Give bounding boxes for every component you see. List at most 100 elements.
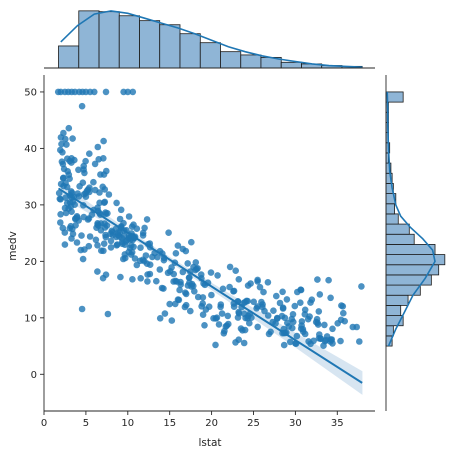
scatter-point (170, 278, 177, 285)
scatter-point (301, 311, 309, 318)
scatter-point (181, 303, 189, 311)
y-tick-label: 0 (31, 370, 37, 381)
marginal-x-kde (60, 10, 363, 68)
scatter-point (75, 193, 83, 200)
marginal-y-bar (385, 203, 395, 215)
marginal-y-bar (385, 294, 409, 306)
main-plot: 0 5 10 15 20 25 30 35 0 10 20 30 40 50 (24, 75, 375, 429)
scatter-point (297, 286, 305, 294)
scatter-point (260, 288, 267, 296)
y-tick-label: 50 (24, 87, 37, 98)
scatter-point (154, 253, 161, 261)
scatter-point (337, 316, 345, 324)
scatter-point (217, 301, 225, 308)
scatter-point (57, 211, 64, 218)
marginal-x-bar (220, 51, 242, 69)
scatter-point (188, 283, 195, 290)
marginal-x-bar (179, 33, 201, 69)
scatter-point (137, 275, 144, 282)
scatter-point (168, 264, 175, 271)
scatter-point (172, 250, 180, 257)
scatter-point (78, 305, 86, 313)
scatter-point (156, 315, 164, 322)
scatter-point (161, 310, 169, 317)
scatter-point (226, 263, 234, 271)
scatter-point (100, 247, 107, 255)
scatter-point (299, 325, 307, 333)
scatter-point (141, 224, 148, 232)
scatter-point (125, 248, 132, 256)
scatter-point (174, 242, 182, 249)
scatter-point (97, 227, 105, 234)
x-tick-label: 20 (205, 418, 218, 429)
scatter-point (327, 294, 334, 302)
scatter-point (329, 325, 336, 333)
scatter-point (69, 230, 77, 238)
scatter-point (80, 213, 88, 221)
scatter-point (313, 315, 321, 323)
scatter-point (83, 187, 91, 195)
scatter-point (94, 268, 101, 275)
scatter-point (125, 213, 133, 220)
scatter-point (256, 283, 264, 291)
marginal-x-bar (139, 20, 161, 69)
scatter-point (114, 241, 121, 248)
scatter-points-layer (54, 88, 365, 350)
scatter-point (59, 149, 66, 156)
scatter-point (224, 312, 232, 320)
scatter-point (107, 244, 115, 251)
scatter-point (168, 317, 176, 324)
scatter-point (192, 259, 200, 266)
marginal-x-bar (280, 61, 302, 69)
scatter-point (232, 339, 239, 346)
y-tick-label: 20 (24, 257, 37, 268)
scatter-point (290, 318, 297, 326)
scatter-point (114, 231, 122, 239)
marginal-y-bar (385, 304, 402, 316)
marginal-y-bar (385, 213, 399, 225)
scatter-point (314, 321, 322, 328)
marginal-y-bar (385, 325, 394, 337)
scatter-point (358, 283, 365, 290)
scatter-point (232, 267, 239, 275)
scatter-point (71, 201, 78, 208)
scatter-point (279, 288, 286, 296)
scatter-point (88, 211, 96, 218)
scatter-point (321, 321, 328, 329)
scatter-point (208, 291, 215, 299)
scatter-point (102, 88, 110, 96)
scatter-point (215, 321, 223, 328)
marginal-y-bar (385, 284, 421, 296)
scatter-point (316, 291, 324, 298)
marginal-x-bar (240, 54, 262, 69)
marginal-x-bar (159, 24, 181, 69)
scatter-point (327, 336, 335, 343)
scatter-point (212, 341, 219, 349)
scatter-point (338, 302, 345, 309)
scatter-point (297, 299, 304, 307)
scatter-point (117, 206, 125, 214)
scatter-point (60, 174, 67, 182)
marginal-y-bar (385, 244, 436, 255)
scatter-point (170, 270, 177, 278)
scatter-point (164, 269, 172, 277)
scatter-point (90, 178, 97, 186)
scatter-point (65, 171, 73, 178)
scatter-point (199, 311, 207, 319)
scatter-point (205, 303, 213, 311)
marginal-x-bar (199, 42, 221, 69)
marginal-x-bar (78, 10, 100, 69)
scatter-point (86, 233, 94, 240)
scatter-point (124, 88, 132, 96)
scatter-point (66, 157, 73, 165)
x-tick-label: 35 (331, 418, 344, 429)
scatter-point (85, 242, 93, 250)
scatter-point (261, 307, 268, 315)
scatter-point (94, 242, 101, 249)
scatter-point (113, 199, 120, 207)
scatter-point (77, 246, 85, 254)
scatter-point (172, 300, 179, 308)
scatter-point (107, 230, 114, 238)
x-tick-label: 0 (41, 418, 47, 429)
